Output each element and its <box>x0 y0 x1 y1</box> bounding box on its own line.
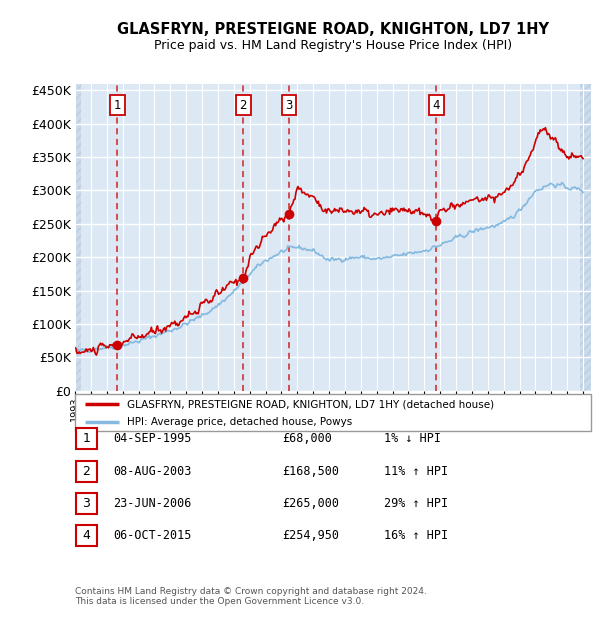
Text: £68,000: £68,000 <box>282 432 332 445</box>
Text: 4: 4 <box>82 529 91 542</box>
Bar <box>580 84 591 391</box>
Text: 4: 4 <box>433 99 440 112</box>
Text: Price paid vs. HM Land Registry's House Price Index (HPI): Price paid vs. HM Land Registry's House … <box>154 39 512 51</box>
Text: 11% ↑ HPI: 11% ↑ HPI <box>384 465 448 477</box>
Text: Contains HM Land Registry data © Crown copyright and database right 2024.
This d: Contains HM Land Registry data © Crown c… <box>75 587 427 606</box>
Text: GLASFRYN, PRESTEIGNE ROAD, KNIGHTON, LD7 1HY (detached house): GLASFRYN, PRESTEIGNE ROAD, KNIGHTON, LD7… <box>127 399 494 409</box>
Bar <box>580 84 591 391</box>
Text: 1: 1 <box>113 99 121 112</box>
Text: £168,500: £168,500 <box>282 465 339 477</box>
Text: GLASFRYN, PRESTEIGNE ROAD, KNIGHTON, LD7 1HY: GLASFRYN, PRESTEIGNE ROAD, KNIGHTON, LD7… <box>117 22 549 37</box>
Text: 3: 3 <box>285 99 293 112</box>
Text: 1: 1 <box>82 432 91 445</box>
Text: 08-AUG-2003: 08-AUG-2003 <box>113 465 191 477</box>
Text: 2: 2 <box>239 99 247 112</box>
Text: 16% ↑ HPI: 16% ↑ HPI <box>384 529 448 542</box>
Bar <box>75 84 82 391</box>
Text: 2: 2 <box>82 465 91 477</box>
Text: 29% ↑ HPI: 29% ↑ HPI <box>384 497 448 510</box>
Text: £265,000: £265,000 <box>282 497 339 510</box>
Text: £254,950: £254,950 <box>282 529 339 542</box>
Bar <box>75 84 82 391</box>
Text: 1% ↓ HPI: 1% ↓ HPI <box>384 432 441 445</box>
Text: HPI: Average price, detached house, Powys: HPI: Average price, detached house, Powy… <box>127 417 352 427</box>
Text: 04-SEP-1995: 04-SEP-1995 <box>113 432 191 445</box>
Text: 23-JUN-2006: 23-JUN-2006 <box>113 497 191 510</box>
Text: 3: 3 <box>82 497 91 510</box>
Text: 06-OCT-2015: 06-OCT-2015 <box>113 529 191 542</box>
